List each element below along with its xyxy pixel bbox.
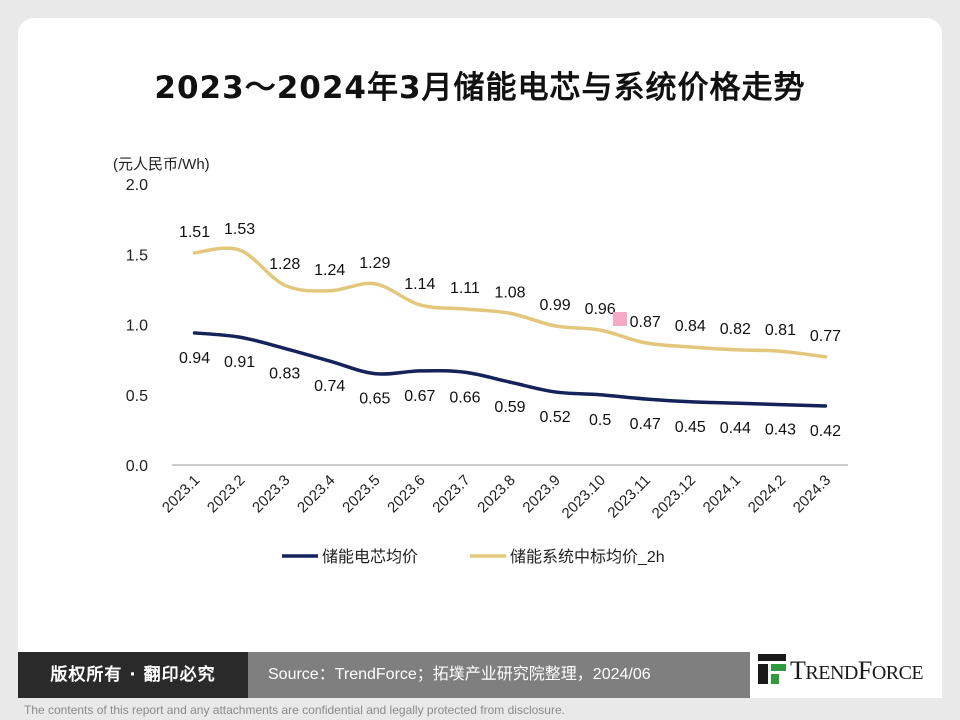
trendforce-logo-icon <box>758 654 786 684</box>
data-label: 0.83 <box>269 365 300 382</box>
x-tick-label: 2023.3 <box>249 472 293 516</box>
x-tick-label: 2023.5 <box>339 472 383 516</box>
data-label: 0.59 <box>494 399 525 416</box>
legend-label-1: 储能电芯均价 <box>322 548 418 566</box>
data-label: 0.91 <box>224 354 255 371</box>
x-tick-label: 2023.1 <box>159 472 203 516</box>
x-tick-label: 2023.7 <box>429 472 473 516</box>
y-tick-label: 1.5 <box>126 247 148 264</box>
x-tick-label: 2024.3 <box>790 472 834 516</box>
y-axis-label: (元人民币/Wh) <box>113 156 210 173</box>
data-label: 0.96 <box>585 301 616 318</box>
data-label: 0.42 <box>810 423 841 440</box>
data-label: 0.52 <box>539 409 570 426</box>
data-label: 1.24 <box>314 262 345 279</box>
data-label: 1.11 <box>450 280 480 297</box>
data-label: 0.81 <box>765 322 796 339</box>
data-label: 0.45 <box>675 419 706 436</box>
x-tick-label: 2023.11 <box>604 472 654 522</box>
chart-card: 2023～2024年3月储能电芯与系统价格走势 <box>18 18 942 698</box>
series-line-2 <box>192 246 828 359</box>
x-tick-label: 2024.1 <box>700 472 744 516</box>
data-label: 0.44 <box>720 420 751 437</box>
y-tick-label: 0.5 <box>126 388 148 405</box>
data-label: 0.87 <box>630 314 661 331</box>
data-label: 0.82 <box>720 321 751 338</box>
source-note: Source：TrendForce；拓墣产业研究院整理，2024/06 <box>268 666 651 683</box>
trendforce-logo: TRENDFORCE <box>750 642 942 698</box>
copyright-notice: 版权所有 · 翻印必究 <box>18 652 248 698</box>
data-label: 1.53 <box>224 221 255 238</box>
x-tick-label: 2023.8 <box>474 472 518 516</box>
x-tick-label: 2023.6 <box>384 472 428 516</box>
x-tick-label: 2023.12 <box>649 472 699 522</box>
x-tick-label: 2023.2 <box>204 472 248 516</box>
data-label: 0.43 <box>765 422 796 439</box>
data-label: 0.94 <box>179 350 210 367</box>
x-tick-label: 2023.4 <box>294 472 338 516</box>
data-label: 1.14 <box>404 276 435 293</box>
y-tick-label: 1.0 <box>126 318 148 335</box>
data-label: 0.74 <box>314 378 345 395</box>
x-tick-label: 2023.10 <box>559 472 609 522</box>
x-tick-label: 2023.9 <box>519 472 563 516</box>
data-label: 0.66 <box>449 389 480 406</box>
data-label: 1.51 <box>179 224 210 241</box>
data-label: 0.5 <box>589 412 611 429</box>
data-label: 0.77 <box>810 328 841 345</box>
chart-title: 2023～2024年3月储能电芯与系统价格走势 <box>154 70 806 106</box>
data-label: 0.47 <box>630 416 661 433</box>
series-line-1 <box>192 331 828 408</box>
data-label: 0.65 <box>359 391 390 408</box>
logo-wordmark: TRENDFORCE <box>790 656 924 685</box>
data-label: 1.29 <box>359 255 390 272</box>
disclaimer-text: The contents of this report and any atta… <box>24 703 565 717</box>
x-tick-label: 2024.2 <box>745 472 789 516</box>
legend-label-2: 储能系统中标均价_2h <box>510 548 665 566</box>
data-label: 0.67 <box>404 388 435 405</box>
data-label: 1.08 <box>494 284 525 301</box>
y-tick-label: 2.0 <box>126 177 148 194</box>
y-tick-label: 0.0 <box>126 458 148 475</box>
data-label: 0.84 <box>675 318 706 335</box>
highlight-marker <box>613 312 627 326</box>
data-label: 1.28 <box>269 256 300 273</box>
data-label: 0.99 <box>539 297 570 314</box>
